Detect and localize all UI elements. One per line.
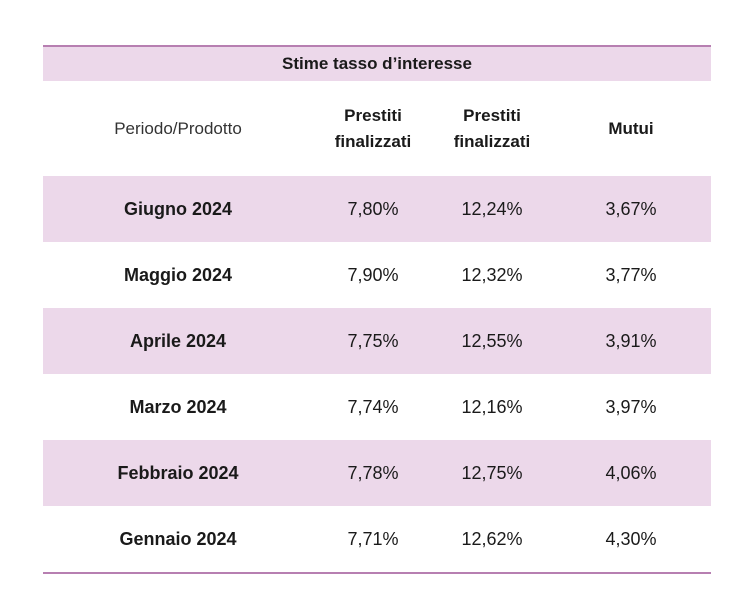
header-period: Periodo/Prodotto <box>114 118 242 138</box>
table-row: Giugno 2024 7,80% 12,24% 3,67% <box>43 176 711 242</box>
row-value-prestiti-1: 7,75% <box>347 330 399 351</box>
row-period: Giugno 2024 <box>123 198 233 219</box>
top-rule <box>43 45 711 47</box>
table-title: Stime tasso d’interesse <box>43 47 711 81</box>
table-title-text: Stime tasso d’interesse <box>282 54 472 73</box>
row-value-mutui: 3,97% <box>605 396 657 417</box>
header-col-prestiti-1-line2: finalizzati <box>334 131 412 151</box>
row-value-prestiti-2: 12,32% <box>461 264 523 285</box>
row-value-prestiti-1: 7,78% <box>347 462 399 483</box>
table-row: Febbraio 2024 7,78% 12,75% 4,06% <box>43 440 711 506</box>
row-value-prestiti-1: 7,90% <box>347 264 399 285</box>
row-value-mutui: 3,91% <box>605 330 657 351</box>
table-row: Maggio 2024 7,90% 12,32% 3,77% <box>43 242 711 308</box>
row-period: Maggio 2024 <box>123 264 233 285</box>
table-row: Marzo 2024 7,74% 12,16% 3,97% <box>43 374 711 440</box>
header-col-prestiti-1-line1: Prestiti <box>344 105 402 125</box>
row-period: Marzo 2024 <box>129 396 227 417</box>
header-col-prestiti-2: Prestiti finalizzati <box>433 103 551 155</box>
row-value-prestiti-2: 12,16% <box>461 396 523 417</box>
row-period: Gennaio 2024 <box>119 528 237 549</box>
header-col-prestiti-2-line2: finalizzati <box>453 131 531 151</box>
row-value-prestiti-2: 12,24% <box>461 198 523 219</box>
row-period: Febbraio 2024 <box>117 462 239 483</box>
header-col-prestiti-2-line1: Prestiti <box>463 105 521 125</box>
row-value-mutui: 4,06% <box>605 462 657 483</box>
row-value-prestiti-2: 12,55% <box>461 330 523 351</box>
row-period: Aprile 2024 <box>129 330 227 351</box>
header-col-mutui: Mutui <box>608 118 654 138</box>
row-value-prestiti-1: 7,74% <box>347 396 399 417</box>
row-value-mutui: 3,67% <box>605 198 657 219</box>
header-row: Periodo/Prodotto Prestiti finalizzati Pr… <box>43 81 711 176</box>
row-value-prestiti-2: 12,62% <box>461 528 523 549</box>
row-value-prestiti-1: 7,80% <box>347 198 399 219</box>
bottom-rule <box>43 572 711 574</box>
row-value-mutui: 3,77% <box>605 264 657 285</box>
row-value-prestiti-1: 7,71% <box>347 528 399 549</box>
row-value-mutui: 4,30% <box>605 528 657 549</box>
interest-rate-table: Stime tasso d’interesse Periodo/Prodotto… <box>43 45 711 574</box>
row-value-prestiti-2: 12,75% <box>461 462 523 483</box>
header-col-prestiti-1: Prestiti finalizzati <box>313 103 433 155</box>
table-row: Gennaio 2024 7,71% 12,62% 4,30% <box>43 506 711 572</box>
table-row: Aprile 2024 7,75% 12,55% 3,91% <box>43 308 711 374</box>
